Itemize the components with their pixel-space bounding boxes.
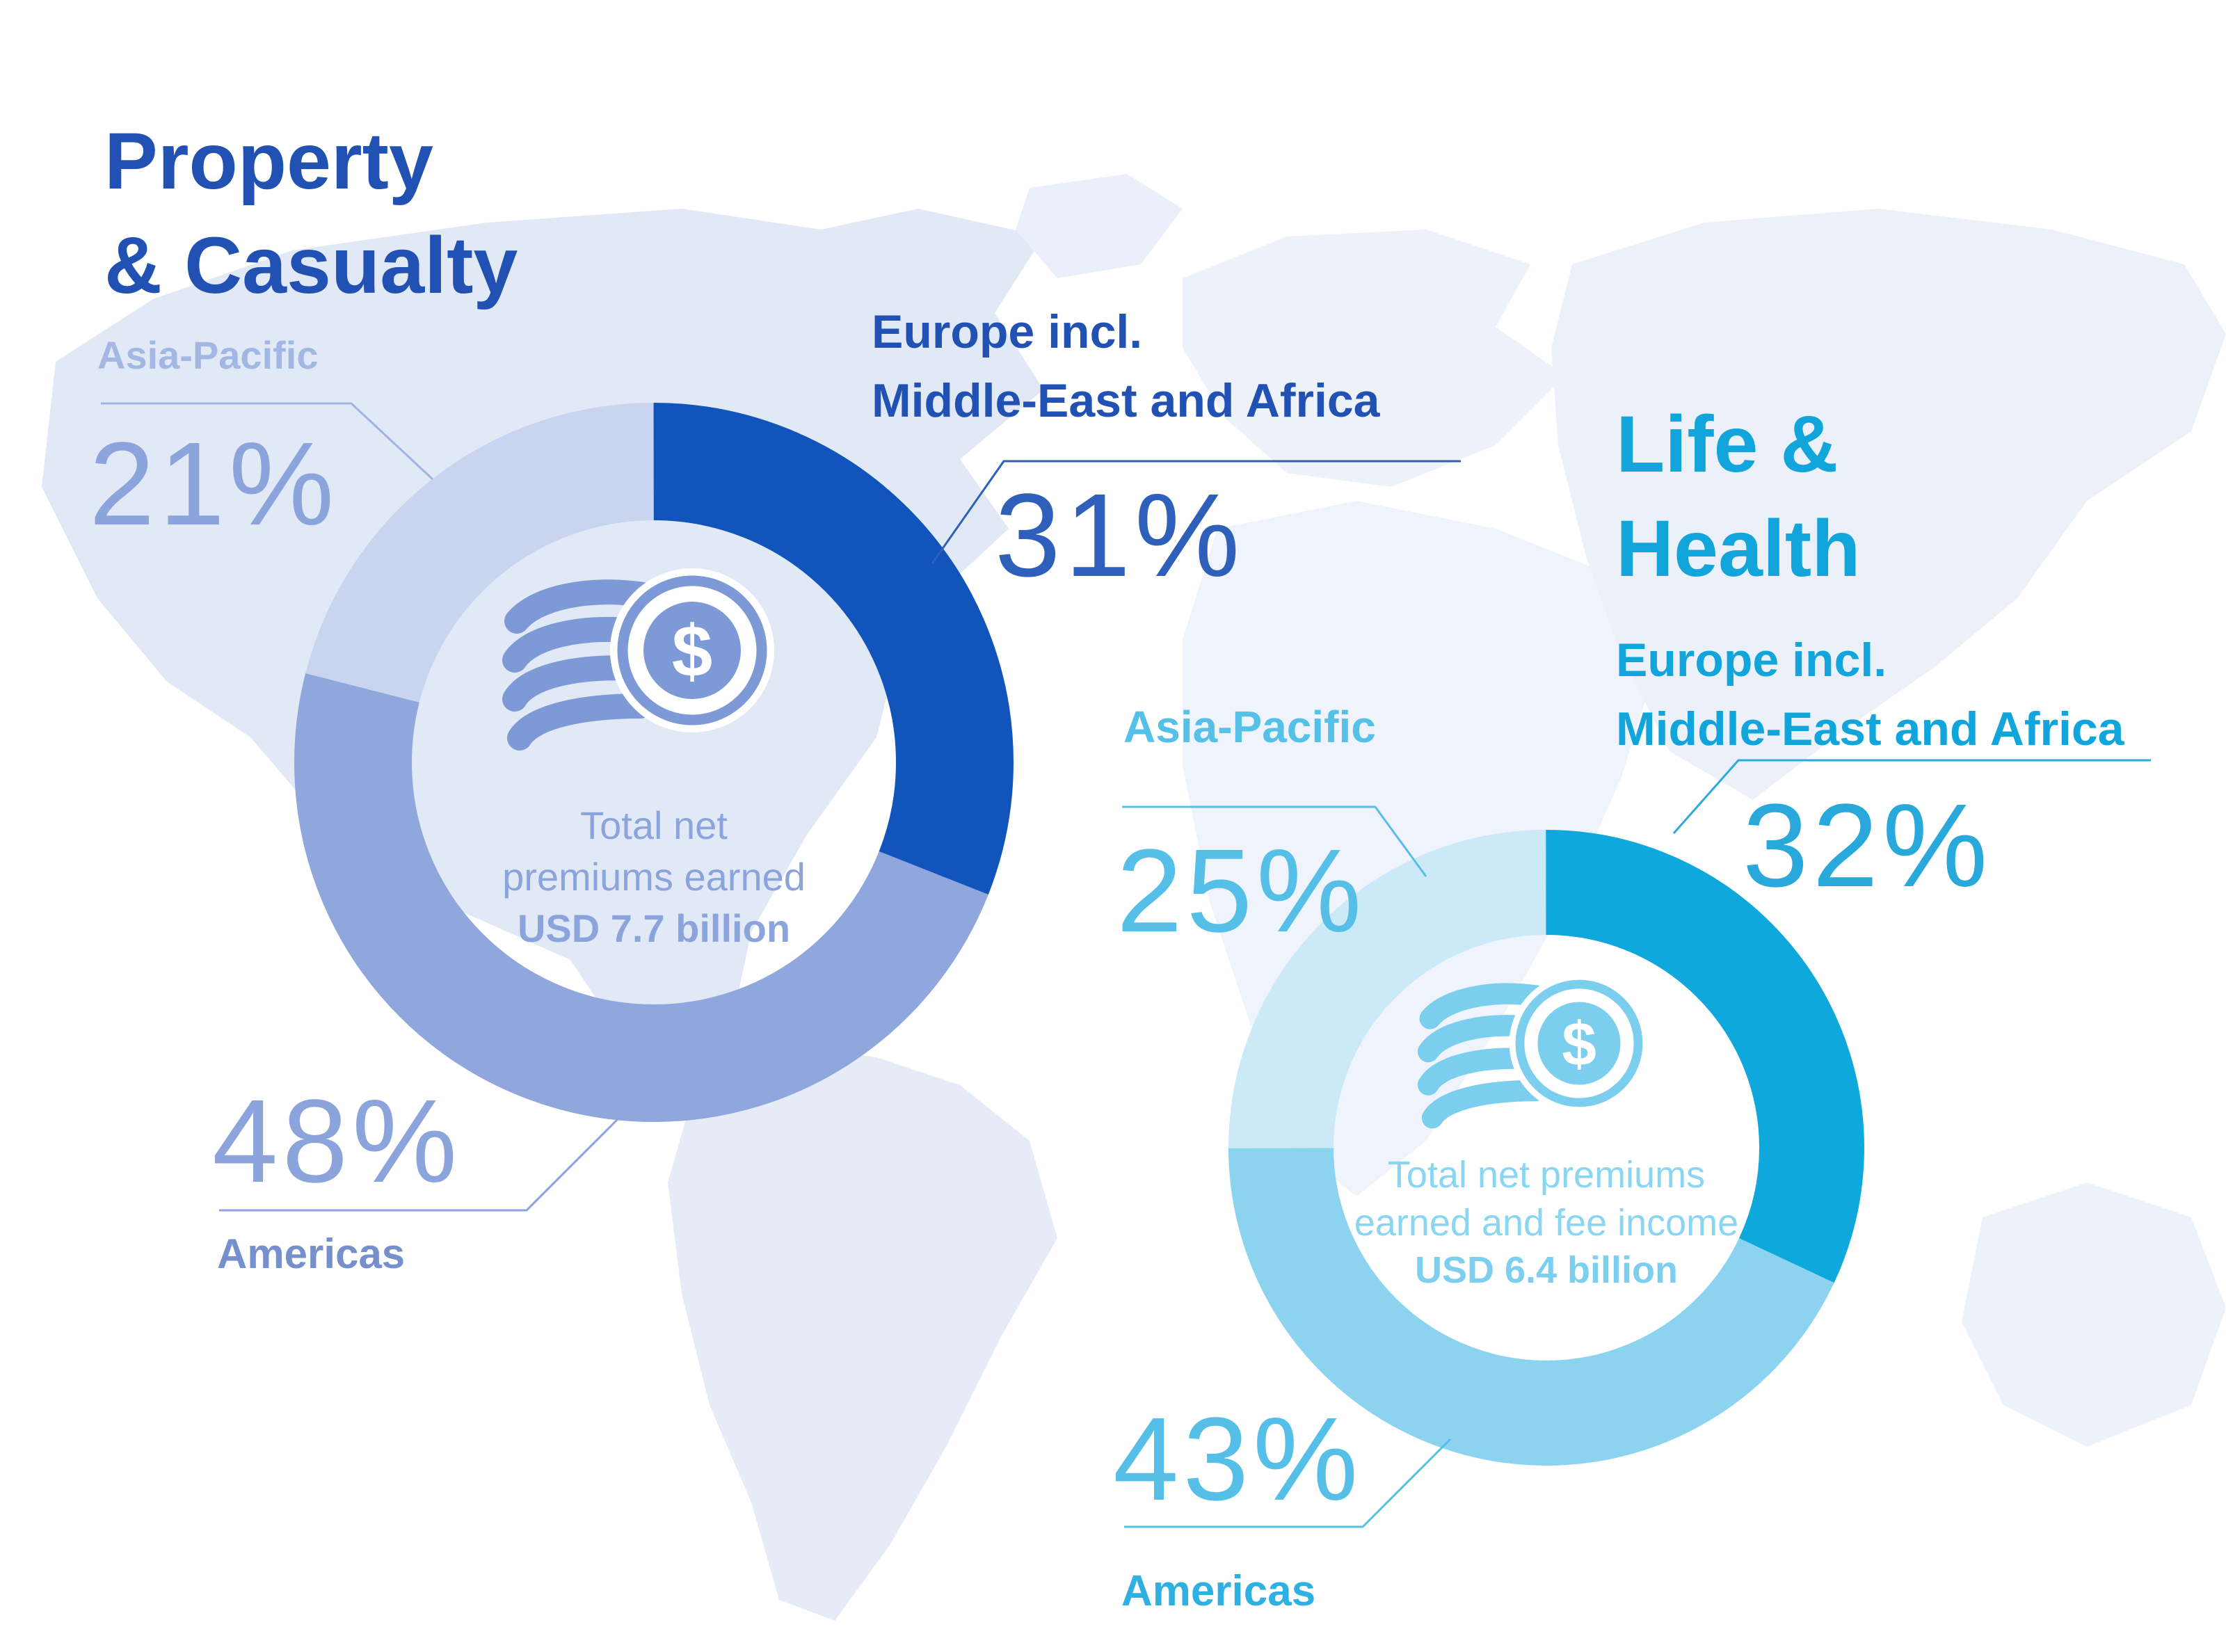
map-europe (1183, 230, 1565, 487)
lnh-center-total: USD 6.4 billion (1414, 1249, 1679, 1292)
lnh-title-line2: Health (1616, 504, 1861, 593)
lnh-center-line1: Total net premiums (1387, 1154, 1706, 1196)
lnh-segment-asia (1228, 830, 1864, 1466)
pnc-center-total: USD 7.7 billion (517, 906, 791, 950)
lnh-asia-value: 25% (1116, 825, 1366, 957)
lnh-center-text: Total net premiums earned and fee income… (1317, 1151, 1776, 1294)
pnc-coins-icon: $ (502, 568, 774, 751)
coin-stack-band (1419, 983, 1548, 1029)
pnc-europe-label-line1: Europe incl. (872, 305, 1143, 358)
pnc-title-line1: Property (104, 117, 433, 206)
pnc-center-line2: premiums earned (502, 854, 806, 899)
pnc-segment-asia (294, 403, 1014, 1122)
pnc-asia-label: Asia-Pacific (97, 333, 319, 377)
pnc-section-title: Property & Casualty (104, 110, 518, 318)
pnc-donut-chart (294, 403, 1014, 1122)
dollar-icon: $ (1562, 1009, 1596, 1078)
lnh-callout-europe (1672, 759, 2151, 834)
map-greenland (1016, 174, 1183, 278)
lnh-americas-label: Americas (1121, 1567, 1316, 1615)
lnh-title-line1: Life & (1616, 400, 1839, 489)
lnh-coins-icon: $ (1417, 973, 1649, 1129)
lnh-callout-americas (1124, 1438, 1452, 1528)
lnh-section-title: Life & Health (1616, 393, 1860, 601)
pnc-title-line2: & Casualty (104, 220, 518, 310)
lnh-callout-asia (1122, 805, 1427, 877)
coin-ring (617, 575, 767, 725)
map-asia (1551, 209, 2226, 800)
lnh-asia-label: Asia-Pacific (1123, 702, 1376, 752)
coin-stack-band (504, 579, 656, 634)
lnh-europe-label-line1: Europe incl. (1616, 634, 1887, 687)
coin-disc (1537, 1002, 1621, 1085)
lnh-donut-chart (1228, 830, 1864, 1466)
pnc-europe-label: Europe incl. Middle-East and Africa (872, 298, 1380, 435)
lnh-americas-value: 43% (1113, 1393, 1363, 1525)
pnc-asia-value: 21% (89, 418, 339, 550)
pnc-center-line1: Total net (580, 803, 728, 847)
coin-disc (643, 602, 741, 699)
lnh-europe-value: 32% (1743, 780, 1992, 912)
pnc-europe-label-line2: Middle-East and Africa (872, 374, 1380, 427)
lnh-center-line2: earned and fee income (1354, 1201, 1739, 1244)
pnc-callout-americas (219, 1116, 620, 1212)
coin-ring (1515, 979, 1643, 1107)
pnc-segment-americas (294, 403, 1014, 1122)
map-south-america (668, 1043, 1057, 1621)
lnh-europe-label-line2: Middle-East and Africa (1616, 702, 2124, 755)
coin-stack-band (507, 693, 653, 751)
callout-lines (101, 402, 2151, 1528)
pnc-americas-value: 48% (212, 1075, 462, 1208)
pnc-europe-value: 31% (995, 470, 1244, 602)
pnc-americas-label: Americas (217, 1230, 406, 1277)
pnc-callout-asia (101, 402, 434, 481)
map-australia (1962, 1182, 2226, 1447)
lnh-europe-label: Europe incl. Middle-East and Africa (1616, 626, 2124, 763)
pnc-callout-europe (931, 460, 1461, 564)
coin-stack-band (1421, 1080, 1546, 1129)
dollar-icon: $ (672, 611, 712, 692)
pnc-center-text: Total net premiums earned USD 7.7 billio… (445, 800, 863, 954)
